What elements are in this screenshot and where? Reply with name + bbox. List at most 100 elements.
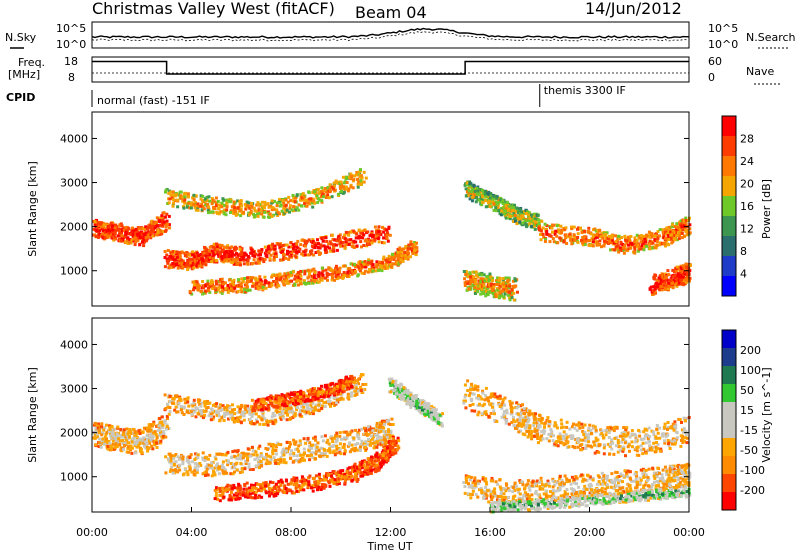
echo-cell: [345, 181, 349, 184]
echo-cell: [183, 401, 187, 405]
echo-cell: [491, 289, 495, 292]
echo-cell: [134, 451, 137, 455]
echo-cell: [300, 252, 304, 256]
echo-cell: [349, 238, 353, 242]
echo-cell: [255, 280, 259, 284]
echo-cell: [111, 224, 115, 228]
echo-cell: [250, 398, 254, 402]
echo-cell: [363, 388, 367, 391]
echo-cell: [486, 286, 490, 290]
echo-cell: [270, 208, 274, 212]
echo-cell: [320, 399, 324, 402]
echo-cell: [174, 469, 178, 472]
echo-cell: [308, 272, 311, 276]
echo-cell: [148, 435, 152, 439]
echo-cell: [640, 247, 644, 251]
echo-cell: [553, 232, 557, 236]
echo-cell: [176, 250, 180, 254]
echo-cell: [270, 402, 274, 406]
echo-cell: [239, 263, 242, 267]
echo-cell: [236, 206, 240, 210]
echo-cell: [589, 232, 593, 236]
echo-cell: [274, 397, 278, 401]
echo-cell: [250, 411, 254, 415]
echo-cell: [147, 235, 151, 239]
echo-cell: [260, 410, 264, 414]
echo-cell: [495, 201, 499, 205]
echo-cell: [512, 298, 516, 302]
echo-cell: [105, 443, 109, 446]
echo-cell: [473, 192, 477, 196]
echo-cell: [388, 233, 392, 237]
echo-cell: [534, 221, 538, 225]
echo-cell: [150, 227, 154, 231]
echo-cell: [558, 236, 562, 240]
echo-cell: [348, 175, 351, 179]
echo-cell: [513, 284, 517, 288]
echo-cell: [467, 273, 471, 276]
echo-cell: [497, 286, 501, 290]
echo-cell: [469, 282, 473, 286]
echo-cell: [481, 280, 485, 284]
echo-cell: [114, 438, 118, 442]
echo-cell: [291, 199, 295, 203]
echo-cell: [195, 251, 199, 255]
echo-cell: [191, 404, 195, 408]
echo-cell: [495, 283, 499, 286]
echo-cell: [357, 228, 361, 232]
echo-cell: [134, 240, 138, 244]
echo-cell: [276, 273, 280, 277]
echo-cell: [358, 269, 362, 273]
echo-cell: [361, 390, 365, 394]
echo-cell: [126, 432, 130, 436]
echo-cell: [102, 225, 106, 229]
echo-cell: [233, 248, 237, 252]
echo-cell: [610, 234, 614, 238]
echo-cell: [104, 440, 108, 444]
echo-cell: [247, 204, 251, 208]
echo-cell: [114, 427, 118, 431]
echo-cell: [287, 257, 291, 261]
echo-cell: [299, 282, 303, 286]
echo-cell: [105, 230, 109, 233]
echo-cell: [485, 194, 489, 198]
echo-cell: [222, 198, 226, 202]
echo-cell: [474, 270, 478, 274]
echo-cell: [133, 431, 137, 435]
echo-cell: [289, 417, 293, 421]
echo-cell: [126, 231, 130, 235]
echo-cell: [171, 250, 175, 253]
echo-cell: [228, 250, 232, 253]
echo-cell: [145, 437, 149, 441]
echo-cell: [301, 238, 305, 242]
echo-cell: [301, 402, 305, 406]
echo-cell: [471, 270, 475, 274]
echo-cell: [108, 425, 112, 429]
echo-cell: [161, 215, 165, 219]
echo-cell: [297, 208, 301, 212]
echo-cell: [284, 409, 288, 412]
echo-cell: [142, 244, 146, 248]
echo-cell: [167, 226, 171, 230]
echo-cell: [127, 227, 131, 231]
echo-cell: [617, 237, 621, 241]
echo-cell: [622, 251, 626, 255]
echo-cell: [236, 416, 239, 420]
echo-cell: [255, 418, 258, 422]
echo-cell: [583, 242, 587, 246]
echo-cell: [284, 207, 287, 211]
echo-cell: [513, 203, 516, 207]
echo-cell: [203, 289, 207, 293]
echo-cell: [320, 384, 323, 388]
echo-cell: [238, 247, 242, 251]
echo-cell: [365, 238, 369, 242]
echo-cell: [229, 200, 233, 204]
echo-cell: [172, 457, 176, 461]
echo-cell: [159, 441, 163, 445]
echo-cell: [514, 279, 518, 283]
echo-cell: [246, 288, 250, 292]
echo-cell: [512, 291, 516, 295]
echo-cell: [476, 185, 480, 189]
echo-cell: [260, 280, 264, 284]
